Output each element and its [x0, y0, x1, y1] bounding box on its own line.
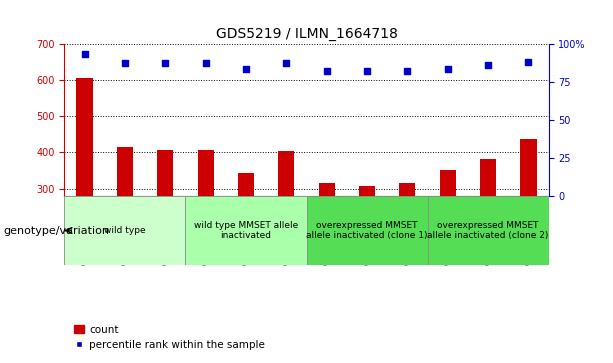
Bar [399, 183, 416, 196]
Point [443, 66, 452, 72]
Point [281, 61, 291, 66]
Bar [105, 196, 145, 265]
Point [322, 68, 332, 74]
Bar [185, 196, 226, 265]
Bar [468, 196, 508, 265]
Bar [480, 159, 496, 196]
Point [483, 62, 493, 68]
Text: GSM1395237: GSM1395237 [160, 200, 170, 265]
Bar [77, 78, 93, 196]
Bar [157, 150, 173, 196]
Legend: count, percentile rank within the sample: count, percentile rank within the sample [69, 321, 269, 354]
Point [403, 68, 413, 74]
Text: GSM1395244: GSM1395244 [443, 200, 453, 265]
Text: GSM1395241: GSM1395241 [322, 200, 332, 265]
Point [241, 66, 251, 72]
Point [524, 59, 533, 65]
Bar [197, 150, 214, 196]
Bar [185, 196, 306, 265]
Text: genotype/variation: genotype/variation [3, 225, 109, 236]
Title: GDS5219 / ILMN_1664718: GDS5219 / ILMN_1664718 [216, 27, 397, 41]
Text: overexpressed MMSET
allele inactivated (clone 2): overexpressed MMSET allele inactivated (… [427, 221, 549, 240]
Text: GSM1395243: GSM1395243 [402, 200, 413, 265]
Bar [319, 183, 335, 196]
Text: GSM1395240: GSM1395240 [281, 200, 291, 265]
Text: GSM1395236: GSM1395236 [120, 200, 130, 265]
Text: GSM1395235: GSM1395235 [80, 200, 89, 265]
Text: GSM1395242: GSM1395242 [362, 200, 372, 265]
Point [80, 51, 89, 57]
Bar [278, 151, 294, 196]
Bar [427, 196, 549, 265]
Bar [117, 147, 133, 196]
Bar [306, 196, 428, 265]
Text: GSM1395238: GSM1395238 [200, 200, 211, 265]
Text: GSM1395239: GSM1395239 [241, 200, 251, 265]
Bar [508, 196, 549, 265]
Point [362, 68, 372, 74]
Bar [359, 186, 375, 196]
Bar [238, 173, 254, 196]
Bar [64, 196, 186, 265]
Bar [145, 196, 185, 265]
Point [120, 61, 130, 66]
Text: wild type MMSET allele
inactivated: wild type MMSET allele inactivated [194, 221, 298, 240]
Bar [266, 196, 306, 265]
Text: GSM1395246: GSM1395246 [524, 200, 533, 265]
Bar [520, 139, 536, 196]
Text: wild type: wild type [104, 226, 146, 235]
Point [200, 61, 210, 66]
Bar [347, 196, 387, 265]
Text: overexpressed MMSET
allele inactivated (clone 1): overexpressed MMSET allele inactivated (… [306, 221, 428, 240]
Bar [64, 196, 105, 265]
Bar [387, 196, 428, 265]
Bar [427, 196, 468, 265]
Text: GSM1395245: GSM1395245 [483, 200, 493, 265]
Bar [226, 196, 266, 265]
Bar [306, 196, 347, 265]
Bar [440, 170, 456, 196]
Point [161, 61, 170, 66]
